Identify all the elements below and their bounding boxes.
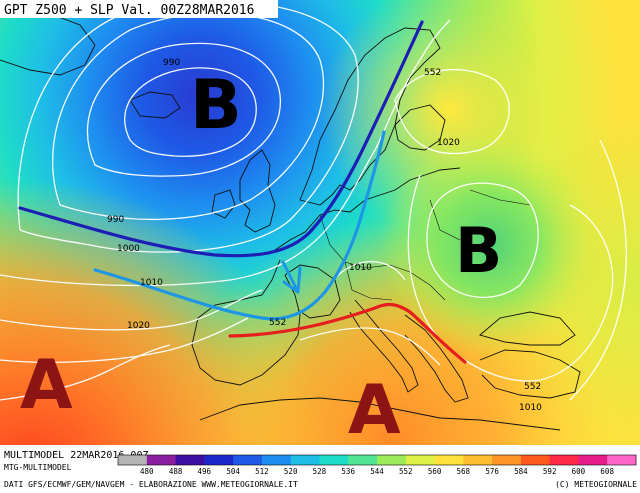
isobar-label: 1000 [117, 244, 140, 254]
legend-swatch [520, 455, 551, 465]
legend-swatch [146, 455, 176, 465]
credits-label: DATI GFS/ECMWF/GEM/NAVGEM - ELABORAZIONE… [4, 480, 298, 489]
isobar-east-edge [569, 139, 627, 401]
legend-swatch [175, 455, 205, 465]
high-atlantic-label: A [20, 346, 73, 425]
legend-tick-label: 584 [514, 467, 528, 476]
legend-swatch [578, 455, 608, 465]
legend-tick-label: 488 [169, 467, 183, 476]
isobar-1000 [17, 1, 359, 253]
north-africa-coast [199, 397, 561, 431]
legend-swatch [118, 455, 148, 465]
legend-tick-label: 480 [140, 467, 154, 476]
legend-tick-label: 544 [370, 467, 384, 476]
legend-tick-label: 520 [284, 467, 298, 476]
legend-tick-label: 576 [485, 467, 499, 476]
isobar-1010-atlantic [0, 19, 451, 287]
legend-tick-label: 608 [600, 467, 614, 476]
iberia-coast [191, 259, 301, 386]
finland-coast [394, 104, 446, 151]
model-name-label: MTG-MULTIMODEL [4, 463, 72, 472]
contour-label: 552 [524, 382, 541, 392]
map-title: GPT Z500 + SLP Val. 00Z28MAR2016 [4, 3, 254, 18]
model-run-label: MULTIMODEL 22MAR2016 00Z [4, 450, 149, 461]
trough-arrow [281, 260, 302, 294]
low-north-atlantic-label: B [190, 66, 242, 145]
legend-swatch [607, 455, 637, 465]
isobar-1020-sw [0, 317, 249, 363]
black-sea-coast [479, 311, 576, 346]
contour-labels: 990 990 1000 1010 1020 1010 1020 1010 55… [107, 58, 542, 413]
iceland-coast [129, 91, 181, 119]
isobar-label: 990 [163, 58, 180, 68]
legend-tick-label: 512 [255, 467, 269, 476]
legend-tick-label: 560 [428, 467, 442, 476]
legend-swatch [319, 455, 349, 465]
title-background [0, 0, 278, 18]
isobar-1030-sw [0, 344, 171, 401]
isobar-med [299, 327, 441, 366]
legend-tick-label: 536 [341, 467, 355, 476]
isobar-990-north [86, 42, 281, 177]
contour-label: 552 [424, 68, 441, 78]
legend-tick-label: 504 [226, 467, 240, 476]
isobar-label: 1010 [140, 278, 163, 288]
isobar-1020-atlantic [0, 289, 263, 331]
legend-tick-label: 496 [198, 467, 212, 476]
legend-tick-label: 592 [543, 467, 557, 476]
isobar-990-west [52, 12, 325, 221]
legend-swatch [348, 455, 378, 465]
isobar-1010-east [407, 174, 614, 382]
legend-swatch [377, 455, 407, 465]
legend-swatch [549, 455, 579, 465]
legend-swatch [204, 455, 234, 465]
footer-background [0, 445, 640, 493]
ridge-axis [228, 302, 467, 364]
trough-axis-main [18, 20, 424, 258]
contour-label: 552 [269, 318, 286, 328]
france-coast [284, 264, 341, 319]
isobar-label: 1020 [127, 321, 150, 331]
legend-swatch [290, 455, 320, 465]
legend-frame [117, 454, 637, 466]
legend-swatch [405, 455, 435, 465]
britain-coast [239, 149, 276, 233]
legend-swatch [233, 455, 263, 465]
legend-swatch [261, 455, 292, 465]
isobar-1020-russia [394, 68, 510, 155]
legend-tick-label: 600 [572, 467, 586, 476]
low-eastern-europe-label: B [455, 214, 502, 287]
isobar-label: 1020 [437, 138, 460, 148]
scandinavia-coast [299, 27, 441, 206]
color-legend: 480 488 496 504 512 520 528 536 544 552 560 568 576 5… [117, 454, 637, 476]
isobar-low-east [426, 182, 539, 298]
isobar-label: 990 [107, 215, 124, 225]
trough-axis-secondary [93, 130, 386, 321]
legend-swatch [492, 455, 522, 465]
isobars [0, 1, 627, 401]
isobar-980-north [124, 67, 257, 157]
balkans-coast [404, 314, 469, 403]
legend-swatch [434, 455, 464, 465]
isobar-label: 1010 [349, 263, 372, 273]
ireland-coast [211, 189, 236, 219]
legend-tick-label: 568 [457, 467, 471, 476]
copyright-label: (C) METEOGIORNALE [555, 480, 637, 489]
legend-tick-label: 528 [313, 467, 327, 476]
high-mediterranean-label: A [348, 371, 401, 450]
legend-swatch [463, 455, 493, 465]
legend-tick-label: 552 [399, 467, 413, 476]
isobar-label: 1010 [519, 403, 542, 413]
turkey-coast [479, 349, 581, 399]
